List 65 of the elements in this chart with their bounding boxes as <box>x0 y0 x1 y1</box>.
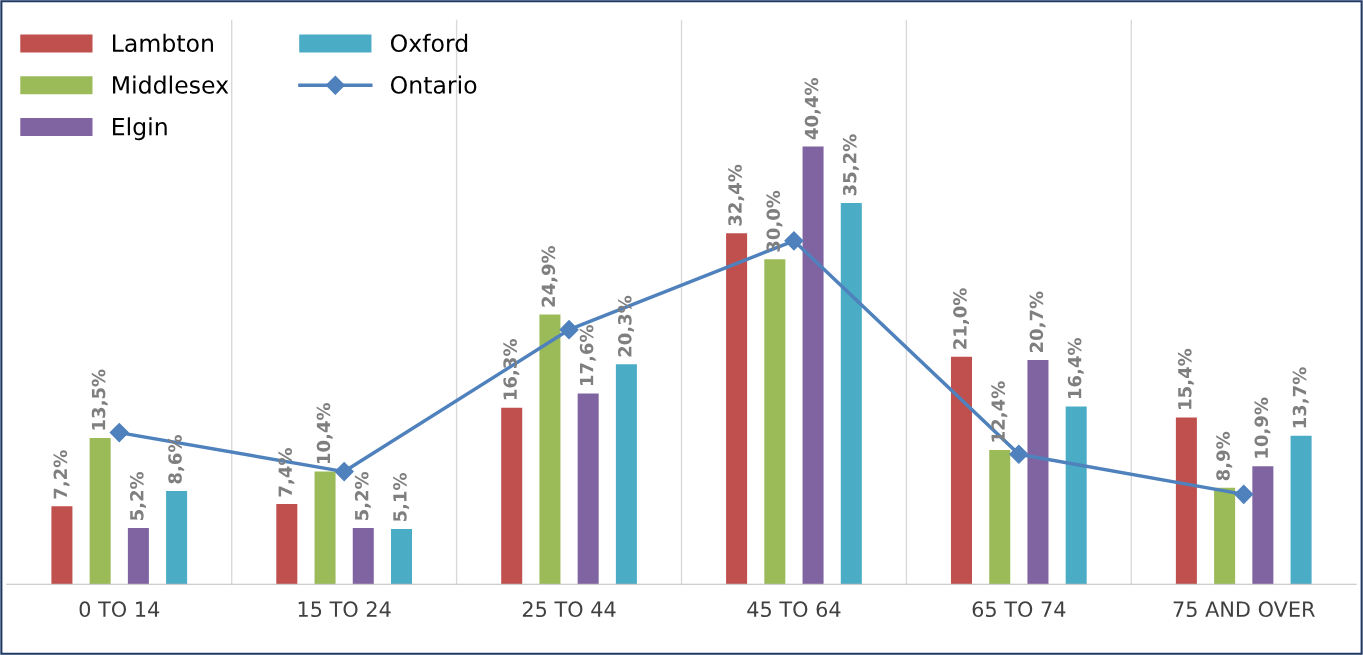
bar <box>1027 360 1049 585</box>
bar <box>276 504 298 585</box>
data-label: 30,0% <box>766 190 783 252</box>
bar <box>166 491 188 585</box>
bar <box>615 364 637 585</box>
data-label: 8,9% <box>1216 431 1233 481</box>
bar <box>390 529 413 585</box>
bar <box>539 314 561 585</box>
data-label: 20,7% <box>1029 291 1046 353</box>
bar <box>501 407 523 585</box>
data-label: 5,1% <box>393 473 410 522</box>
bar <box>127 527 149 585</box>
point <box>784 231 804 251</box>
bar <box>1290 435 1312 585</box>
data-label: 40,4% <box>804 78 821 140</box>
data-label: 7,2% <box>53 450 70 499</box>
data-label: 16,3% <box>503 339 520 400</box>
data-label: 10,4% <box>316 403 333 464</box>
legend-label: Elgin <box>113 117 167 141</box>
data-label: 35,2% <box>842 134 859 196</box>
data-label: 10,9% <box>1254 397 1271 458</box>
data-label: 24,9% <box>541 245 558 307</box>
data-label: 12,4% <box>991 381 1008 442</box>
bar <box>802 146 824 585</box>
bar <box>764 259 786 585</box>
bar <box>1065 406 1087 585</box>
bar <box>352 527 374 585</box>
data-label: 13,5% <box>91 369 108 430</box>
data-label: 32,4% <box>728 164 745 226</box>
data-label: 5,2% <box>129 471 146 521</box>
data-label: 20,3% <box>617 295 634 357</box>
data-label: 7,4% <box>278 448 295 497</box>
legend-label: Middlesex <box>113 75 229 94</box>
bar <box>950 356 973 585</box>
data-label: 21,0% <box>953 288 970 349</box>
bar <box>726 233 748 585</box>
bar <box>577 393 599 585</box>
bar <box>1175 417 1197 585</box>
data-label: 15,4% <box>1177 348 1194 409</box>
legend-label: Lambton <box>113 33 213 53</box>
data-label: 17,6% <box>579 325 596 386</box>
point <box>1009 444 1029 464</box>
bar <box>1214 487 1236 585</box>
data-label: 16,4% <box>1067 338 1084 399</box>
legend-label: Ontario <box>390 75 477 94</box>
x-tick-label: 15 TO 24 <box>298 601 391 618</box>
bar <box>89 438 111 585</box>
bar <box>989 449 1011 585</box>
point <box>334 462 354 482</box>
data-label: 13,7% <box>1292 367 1309 428</box>
point <box>109 423 129 443</box>
x-tick-label: 25 TO 44 <box>522 601 616 618</box>
point <box>559 320 579 340</box>
bar <box>1252 466 1274 585</box>
bar <box>51 506 73 585</box>
data-label: 5,2% <box>354 471 371 521</box>
x-tick-label: 0 TO 14 <box>79 601 160 618</box>
x-tick-label: 65 TO 74 <box>972 601 1066 618</box>
x-tick-label: 75 AND OVER <box>1173 601 1315 618</box>
bar <box>840 202 862 585</box>
legend-label: Oxford <box>390 33 468 53</box>
data-label: 8,6% <box>168 435 185 484</box>
bar <box>314 471 336 585</box>
x-tick-label: 45 TO 64 <box>747 601 841 618</box>
point <box>1234 484 1254 504</box>
